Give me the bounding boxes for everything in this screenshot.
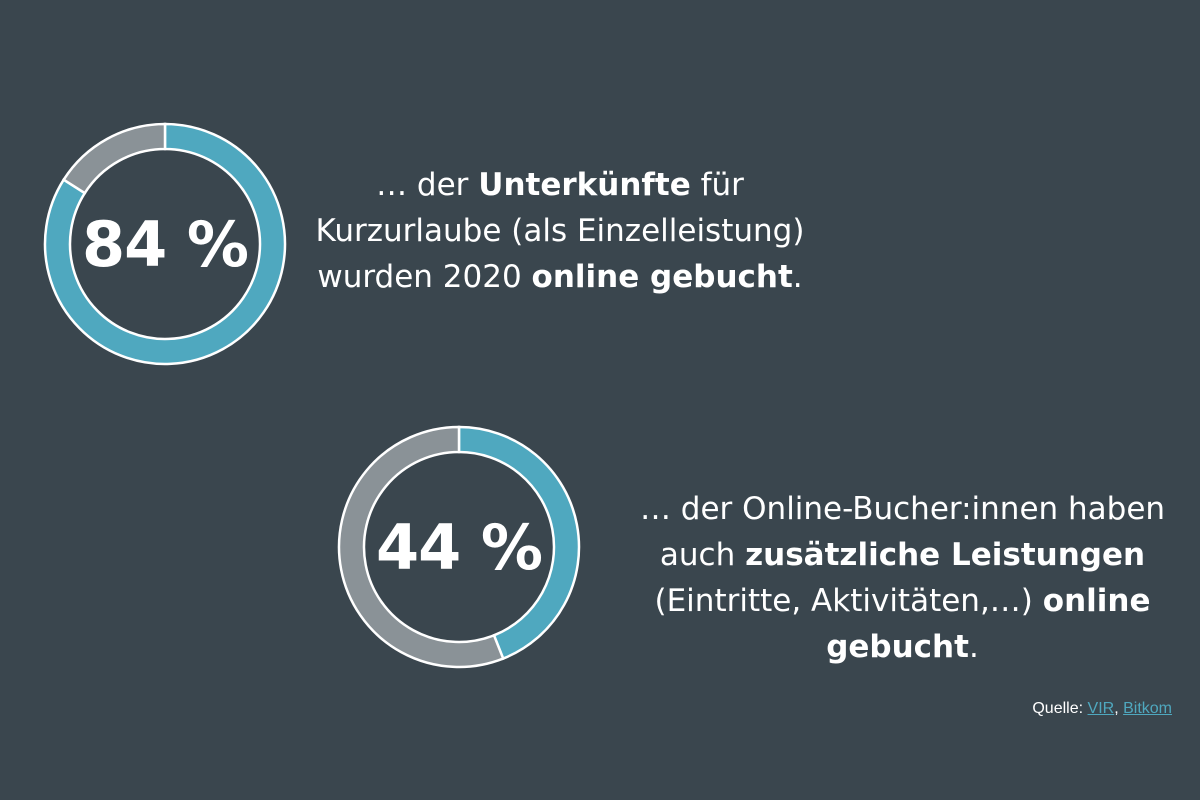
source-note: Quelle: VIR, Bitkom (1032, 700, 1172, 718)
caption-part: . (968, 629, 979, 665)
donut-svg (43, 122, 287, 366)
caption-additional-services: … der Online-Bucher:innen haben auch zus… (610, 486, 1195, 670)
caption-part-bold: zusätzliche Leistungen (745, 537, 1146, 573)
caption-part: … der (376, 167, 479, 203)
source-separator: , (1114, 700, 1119, 717)
source-label: Quelle: (1032, 700, 1084, 717)
donut-slice-remainder (61, 122, 167, 195)
caption-part: für Kurzurlaube (als Einzelleistung) wur… (315, 167, 805, 295)
donut-slice-value (43, 122, 287, 366)
source-link-vir[interactable]: VIR (1087, 700, 1115, 717)
donut-svg (337, 425, 581, 669)
caption-part: . (792, 259, 803, 295)
caption-part-bold: online gebucht (531, 259, 793, 295)
donut-chart-additional-services: 44 % (337, 425, 581, 669)
donut-chart-accommodations: 84 % (43, 122, 287, 366)
caption-part-bold: online gebucht (826, 583, 1151, 665)
caption-accommodations: … der Unterkünfte für Kurzurlaube (als E… (300, 162, 820, 300)
donut-slice-remainder (337, 425, 505, 669)
donut-value-label: 44 % (376, 510, 543, 584)
caption-part-bold: Unterkünfte (478, 167, 691, 203)
source-link-bitkom[interactable]: Bitkom (1123, 700, 1172, 717)
caption-part: (Eintritte, Aktivitäten,…) (654, 583, 1043, 619)
caption-part: … der Online-Bucher:innen haben auch (639, 491, 1166, 573)
donut-value-label: 84 % (82, 207, 249, 281)
